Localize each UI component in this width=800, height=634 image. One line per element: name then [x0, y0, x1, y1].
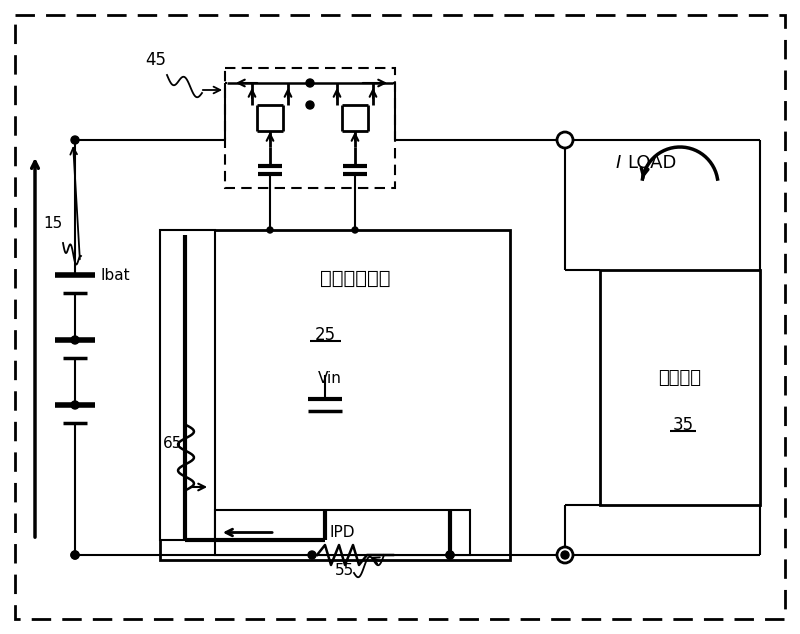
- Circle shape: [557, 132, 573, 148]
- Circle shape: [561, 551, 569, 559]
- Bar: [600, 270, 760, 505]
- Circle shape: [352, 227, 358, 233]
- Circle shape: [557, 547, 573, 563]
- Circle shape: [306, 79, 314, 87]
- Circle shape: [71, 551, 79, 559]
- Text: 45: 45: [145, 51, 166, 69]
- Text: 系统负载: 系统负载: [658, 368, 702, 387]
- Circle shape: [71, 401, 79, 409]
- Text: 电池管理系统: 电池管理系统: [320, 269, 390, 287]
- Circle shape: [446, 551, 454, 559]
- Bar: [160, 230, 215, 540]
- Text: Ibat: Ibat: [100, 268, 130, 283]
- Text: 65: 65: [163, 436, 182, 451]
- Bar: [225, 68, 395, 188]
- Circle shape: [71, 136, 79, 144]
- Circle shape: [71, 551, 79, 559]
- Circle shape: [446, 551, 454, 559]
- Circle shape: [267, 227, 273, 233]
- Text: Vin: Vin: [318, 371, 342, 386]
- Circle shape: [308, 551, 316, 559]
- Bar: [215, 510, 470, 555]
- Text: I: I: [616, 154, 622, 172]
- Text: 25: 25: [314, 326, 335, 344]
- Circle shape: [306, 101, 314, 109]
- Text: 15: 15: [43, 216, 62, 231]
- Circle shape: [71, 336, 79, 344]
- Bar: [160, 230, 510, 560]
- Text: LOAD: LOAD: [627, 154, 676, 172]
- Text: IPD: IPD: [330, 525, 355, 540]
- Text: 35: 35: [673, 417, 694, 434]
- Text: 55: 55: [335, 563, 354, 578]
